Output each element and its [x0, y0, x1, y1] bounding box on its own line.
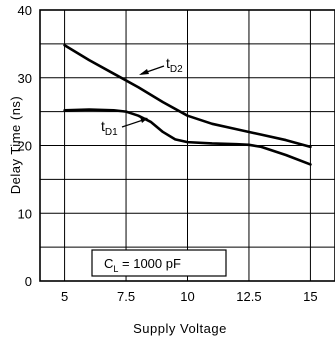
y-tick-label: 10 [18, 206, 32, 221]
x-tick-label: 12.5 [236, 289, 261, 304]
series-line-t-d2 [63, 43, 312, 149]
x-tick-label: 7.5 [117, 289, 135, 304]
series-label-t-d2-arrowhead [139, 69, 149, 75]
y-tick-label: 40 [18, 3, 32, 18]
series-label-t-d1-arrowhead [140, 117, 148, 123]
y-tick-label: 20 [18, 139, 32, 154]
tick-labels: 5 7.5 10 12.5 15 0 10 20 30 40 [18, 3, 318, 304]
x-axis-title: Supply Voltage [133, 321, 227, 336]
series-label-t-d2: tD2 [166, 55, 183, 75]
load-capacitance-note: CL = 1000 pF [104, 256, 181, 274]
y-axis-title: Delay Time (ns) [8, 96, 23, 195]
grid-lines [40, 10, 335, 281]
load-capacitance-note-box [91, 249, 227, 277]
x-tick-label: 15 [303, 289, 317, 304]
plot-frame [39, 9, 335, 282]
series-line-t-d1 [63, 108, 312, 166]
x-tick-label: 5 [61, 289, 68, 304]
y-tick-label: 30 [18, 71, 32, 86]
x-tick-label: 10 [180, 289, 194, 304]
series-lines [63, 43, 312, 166]
y-tick-label: 0 [25, 274, 32, 289]
series-label-t-d1: tD1 [101, 118, 118, 138]
